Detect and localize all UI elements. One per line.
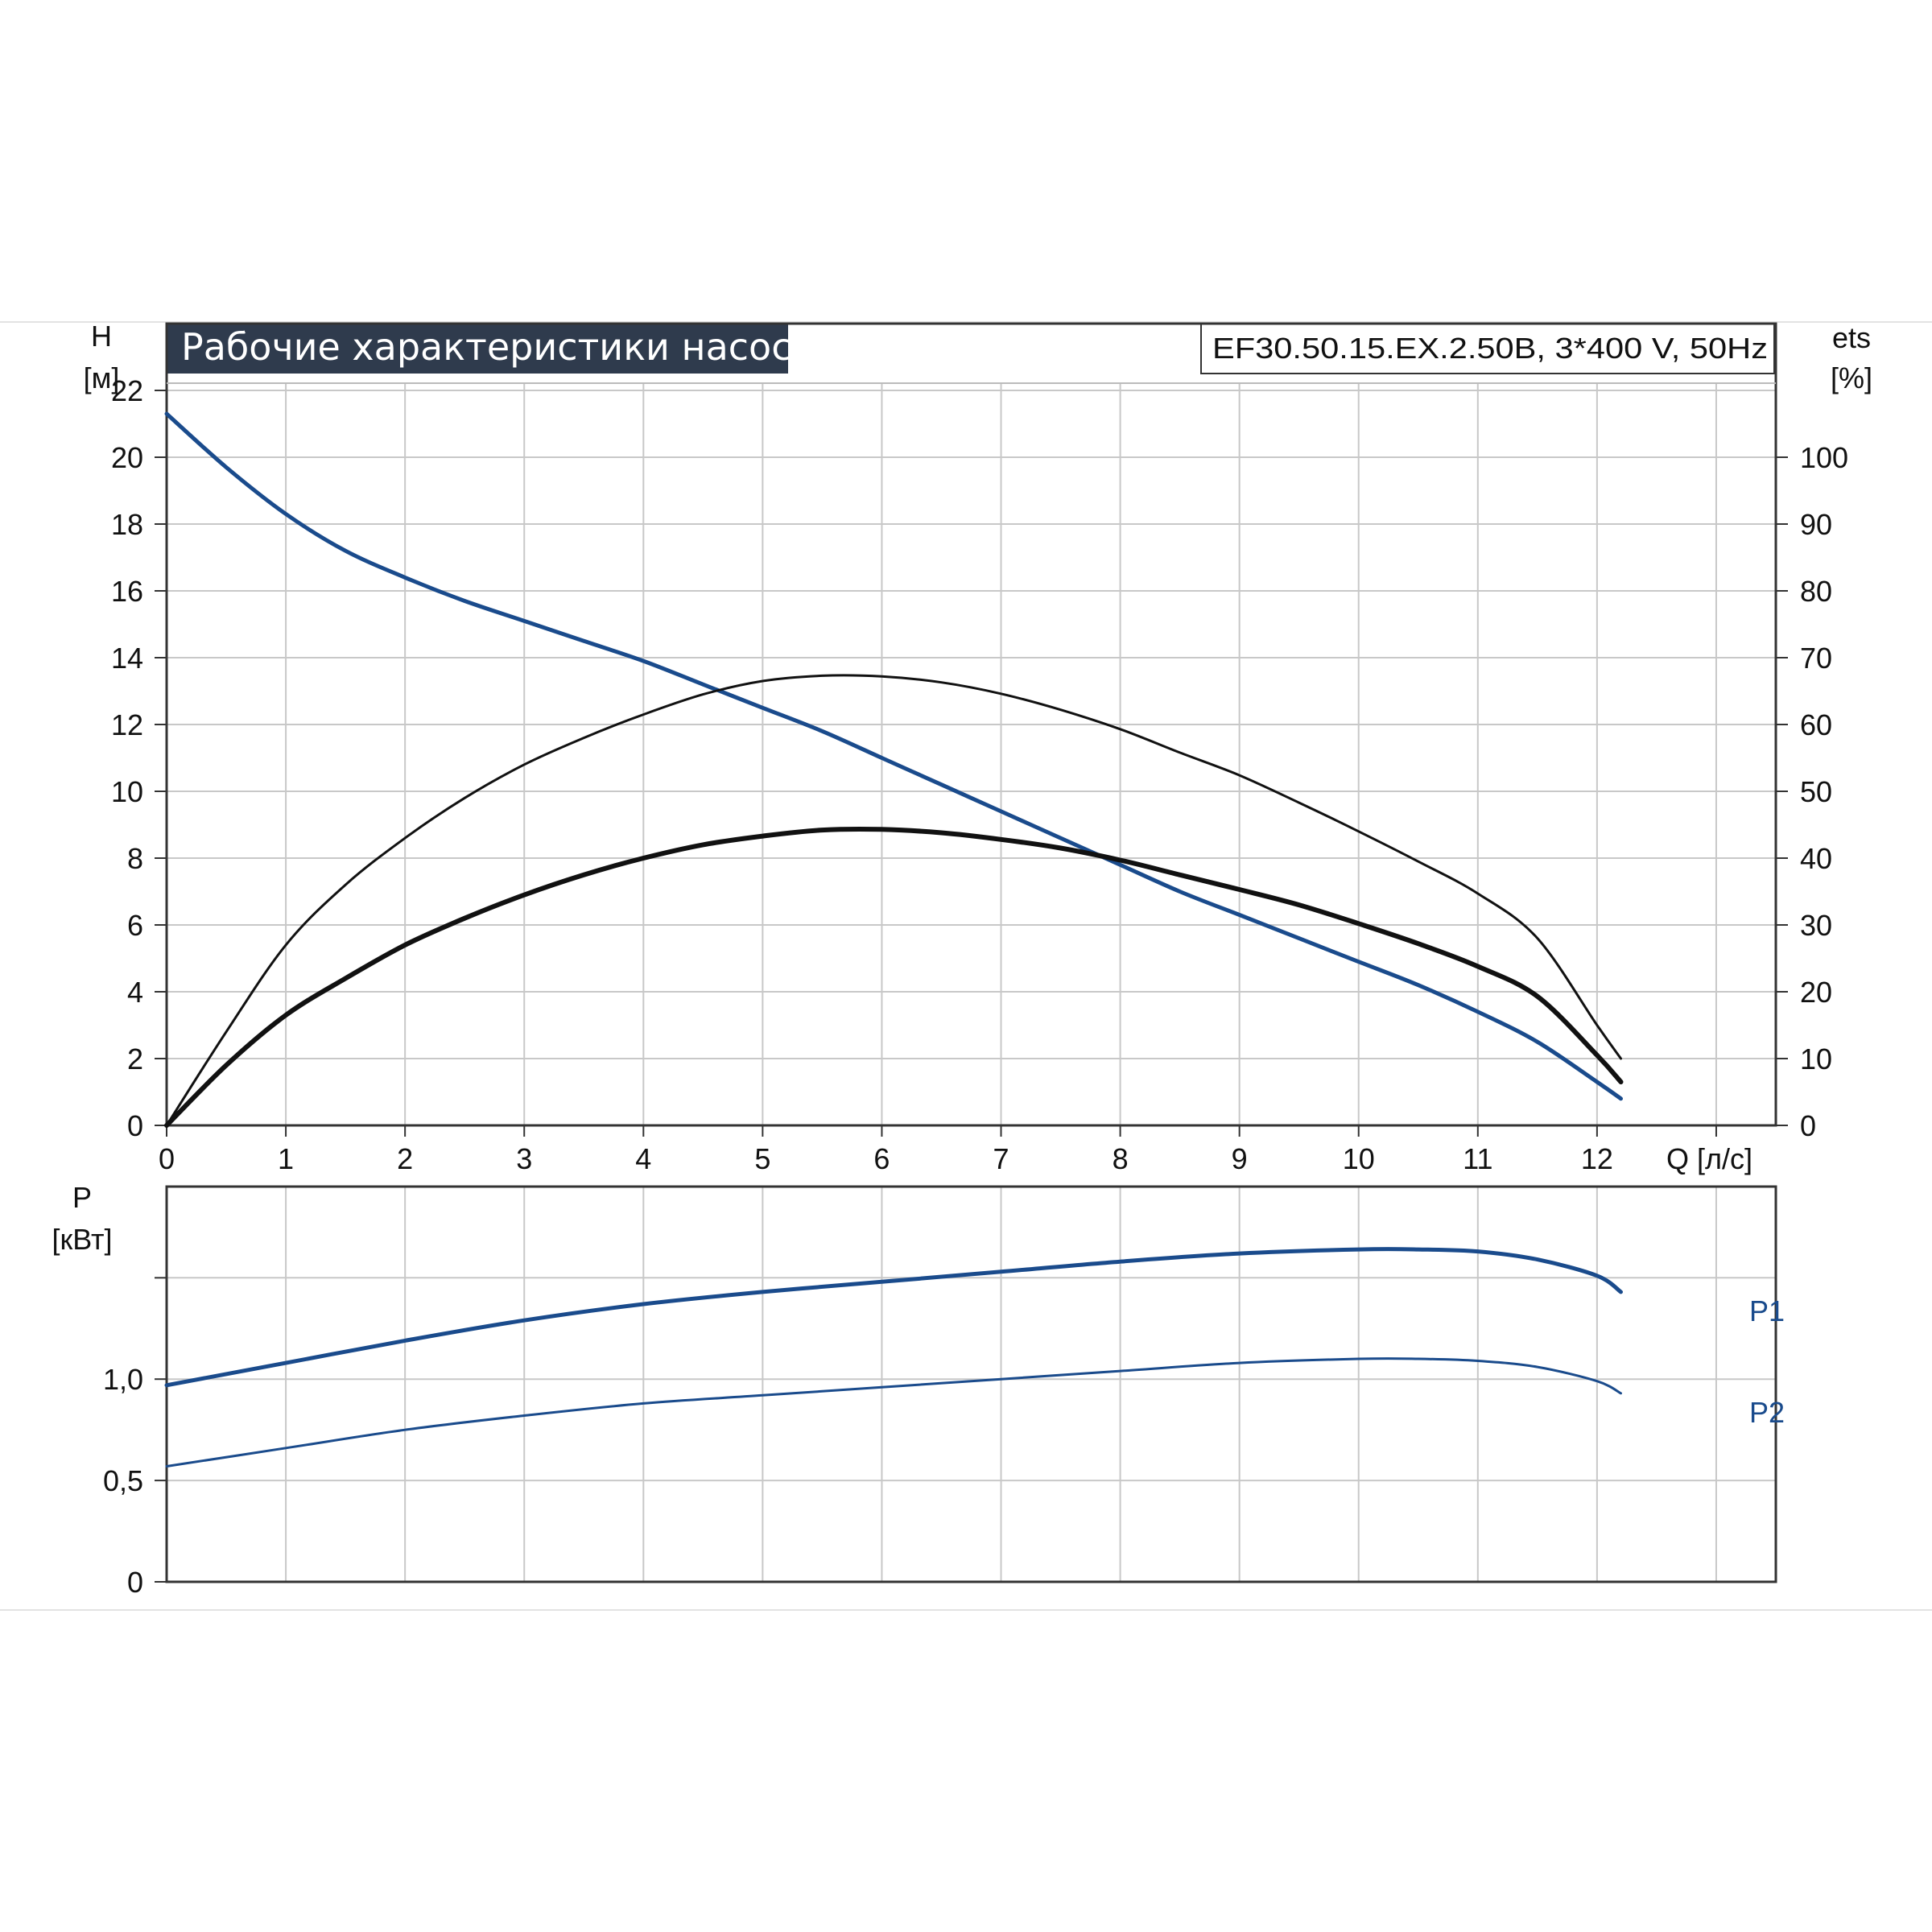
upper-curve-2 [164,826,1624,1128]
eff-tick-label-80: 80 [1800,575,1832,608]
chart-title-box: Рабочие характеристики насоса [167,324,815,374]
h-tick-label-6: 6 [127,909,143,942]
q-tick-label-1: 1 [278,1142,294,1175]
q-tick-label-5: 5 [754,1142,770,1175]
q-tick-label-9: 9 [1232,1142,1248,1175]
q-axis-label: Q [л/с] [1666,1142,1752,1175]
p-axis-label: P [кВт] [52,1181,112,1256]
eff-tick-label-40: 40 [1800,842,1832,875]
h-tick-label-12: 12 [111,708,143,741]
title-background [167,324,788,374]
eff-tick-label-50: 50 [1800,775,1832,808]
h-tick-label-20: 20 [111,441,143,474]
q-tick-label-11: 11 [1463,1142,1492,1175]
q-tick-label-0: 0 [159,1142,175,1175]
h-tick-label-8: 8 [127,842,143,875]
q-tick-label-3: 3 [516,1142,532,1175]
h-tick-label-4: 4 [127,976,143,1009]
eff-tick-label-70: 70 [1800,642,1832,675]
eff-tick-label-20: 20 [1800,976,1832,1009]
upper-curve-1 [165,674,1622,1127]
q-tick-label-10: 10 [1343,1142,1375,1175]
chart-title: Рабочие характеристики насоса [181,325,815,369]
h-tick-label-0: 0 [127,1109,143,1142]
q-tick-label-7: 7 [993,1142,1009,1175]
eff-tick-label-0: 0 [1800,1109,1816,1142]
h-axis-label: H [м] [84,320,120,394]
eff-tick-label-30: 30 [1800,909,1832,942]
p-axis-label-line2: [кВт] [52,1223,112,1256]
p-axis-label-line1: P [72,1181,92,1214]
h-axis-label-line2: [м] [84,361,120,394]
eff-tick-label-90: 90 [1800,508,1832,541]
p-tick-label-2: 1,0 [103,1363,143,1396]
model-label: EF30.50.15.EX.2.50B, 3*400 V, 50Hz [1212,332,1768,365]
h-tick-label-16: 16 [111,575,143,608]
series-label-p2: P2 [1749,1396,1785,1429]
power-series-labels: P1 P2 [1749,1294,1785,1429]
h-tick-label-22: 22 [111,374,143,407]
h-axis-label-line1: H [91,320,112,353]
h-tick-label-2: 2 [127,1042,143,1075]
power-curve-p1 [164,1247,1623,1388]
h-axis-ticks: 0 2 4 6 8 10 12 14 16 18 20 22 [111,374,167,1142]
lower-curves [164,1247,1623,1468]
efficiency-axis-ticks: 0 10 20 30 40 50 60 70 80 90 100 [1776,441,1848,1142]
grid-lower [167,1187,1776,1582]
series-label-p1: P1 [1749,1294,1785,1327]
lower-plot-frame [165,1185,1777,1583]
h-tick-label-18: 18 [111,508,143,541]
efficiency-axis-label: ets [%] [1831,321,1872,394]
efficiency-axis-label-line1: ets [1832,321,1871,354]
eff-tick-label-10: 10 [1800,1042,1832,1075]
p-axis-ticks: 0 0,5 1,0 [103,1277,167,1599]
eff-tick-label-60: 60 [1800,708,1832,741]
h-tick-label-14: 14 [111,642,143,675]
model-box: EF30.50.15.EX.2.50B, 3*400 V, 50Hz [1200,323,1775,374]
q-tick-label-4: 4 [635,1142,651,1175]
p-tick-label-1: 0,5 [103,1464,143,1497]
eff-tick-label-100: 100 [1800,441,1848,474]
q-tick-label-2: 2 [397,1142,413,1175]
upper-curves [164,411,1624,1128]
p-tick-label-0: 0 [127,1566,143,1599]
q-tick-label-8: 8 [1113,1142,1129,1175]
efficiency-axis-label-line2: [%] [1831,361,1872,394]
model-box-frame [1200,323,1775,374]
h-tick-label-10: 10 [111,775,143,808]
q-tick-label-12: 12 [1581,1142,1613,1175]
power-curve-p2 [165,1357,1622,1468]
upper-curve-0 [164,411,1623,1101]
q-axis-ticks: 0 1 2 3 4 5 6 7 8 9 10 11 12 [159,1125,1717,1175]
grid-upper [167,383,1776,1125]
q-tick-label-6: 6 [873,1142,890,1175]
